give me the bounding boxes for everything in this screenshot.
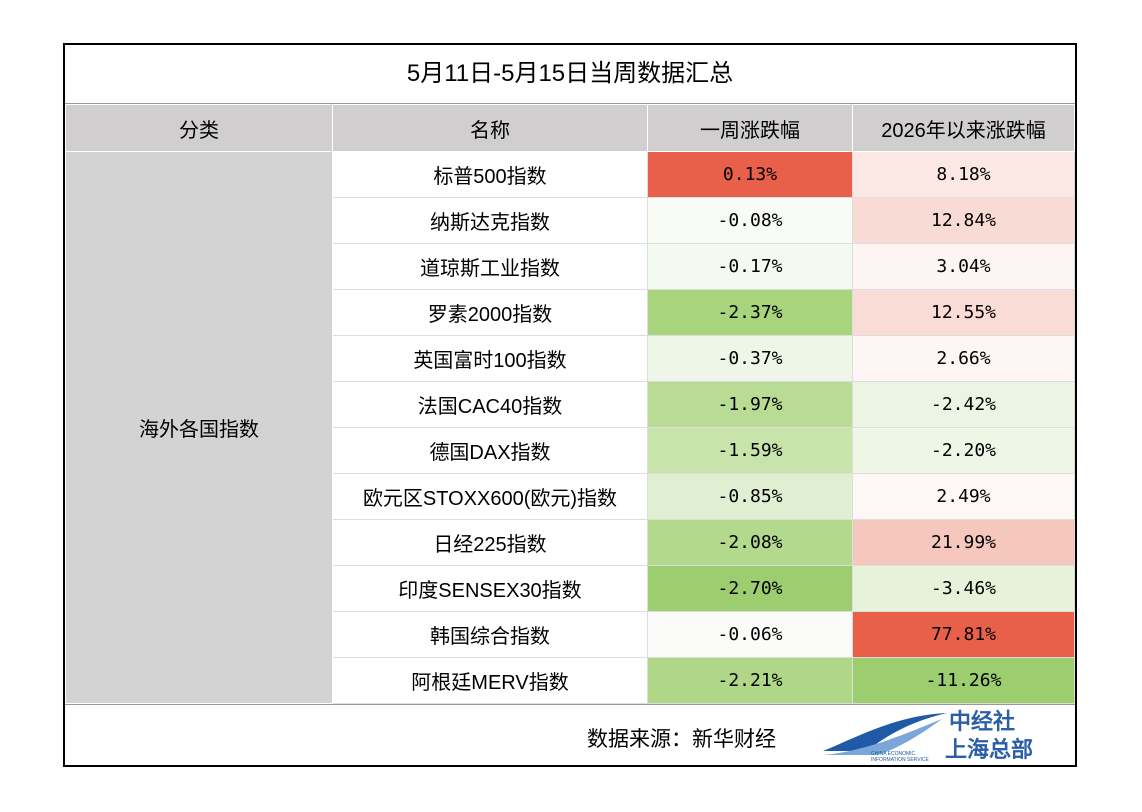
ytd-change-cell: 77.81% <box>852 611 1075 658</box>
logo-name: 中经社 <box>949 709 1015 734</box>
ytd-change-cell: 2.66% <box>852 335 1075 382</box>
table-row: 道琼斯工业指数 -0.17% 3.04% <box>66 243 1075 290</box>
ytd-change-cell: -3.46% <box>852 565 1075 612</box>
logo-english: INFORMATION SERVICE <box>871 757 930 763</box>
name-cell: 标普500指数 <box>332 151 648 198</box>
week-change-cell: -2.21% <box>647 657 853 704</box>
category-cell: 海外各国指数 <box>65 151 333 704</box>
week-change-cell: -2.37% <box>647 289 853 336</box>
table-row: 法国CAC40指数 -1.97% -2.42% <box>66 381 1075 428</box>
logo: CHINA ECONOMIC INFORMATION SERVICE 中经社 上… <box>823 709 1033 763</box>
name-cell: 道琼斯工业指数 <box>332 243 648 290</box>
logo-swoosh <box>823 713 947 751</box>
footer: 数据来源：新华财经 CHINA ECONOMIC INFORMATION SER… <box>65 704 1075 768</box>
ytd-change-cell: -2.20% <box>852 427 1075 474</box>
name-cell: 德国DAX指数 <box>332 427 648 474</box>
name-cell: 罗素2000指数 <box>332 289 648 336</box>
header-cell: 分类 <box>65 104 333 152</box>
ytd-change-cell: -11.26% <box>852 657 1075 704</box>
ytd-change-cell: 12.55% <box>852 289 1075 336</box>
logo-swoosh <box>823 719 942 755</box>
name-cell: 印度SENSEX30指数 <box>332 565 648 612</box>
name-cell: 纳斯达克指数 <box>332 197 648 244</box>
table-row: 纳斯达克指数 -0.08% 12.84% <box>66 197 1075 244</box>
ytd-change-cell: 2.49% <box>852 473 1075 520</box>
title: 5月11日-5月15日当周数据汇总 <box>65 45 1075 104</box>
table-row: 阿根廷MERV指数 -2.21% -11.26% <box>66 657 1075 704</box>
table-row: 罗素2000指数 -2.37% 12.55% <box>66 289 1075 336</box>
ytd-change-cell: -2.42% <box>852 381 1075 428</box>
name-cell: 英国富时100指数 <box>332 335 648 382</box>
data-table: 分类 名称 一周涨跌幅 2026年以来涨跌幅 海外各国指数 标普500指数 0.13% 8.… <box>65 104 1075 704</box>
ytd-change-cell: 3.04% <box>852 243 1075 290</box>
name-cell: 欧元区STOXX600(欧元)指数 <box>332 473 648 520</box>
header-cell: 一周涨跌幅 <box>647 104 853 152</box>
header-cell: 2026年以来涨跌幅 <box>852 104 1075 152</box>
ytd-change-cell: 21.99% <box>852 519 1075 566</box>
week-change-cell: -1.59% <box>647 427 853 474</box>
table-row: 英国富时100指数 -0.37% 2.66% <box>66 335 1075 382</box>
header-row: 分类 名称 一周涨跌幅 2026年以来涨跌幅 <box>65 104 1075 152</box>
table-row: 海外各国指数 标普500指数 0.13% 8.18% <box>65 151 1075 704</box>
week-change-cell: -2.08% <box>647 519 853 566</box>
name-cell: 阿根廷MERV指数 <box>332 657 648 704</box>
week-change-cell: 0.13% <box>647 151 853 198</box>
source: 数据来源：新华财经 <box>587 728 776 751</box>
header-cell: 名称 <box>332 104 648 152</box>
week-change-cell: -0.08% <box>647 197 853 244</box>
week-change-cell: -0.85% <box>647 473 853 520</box>
week-change-cell: -2.70% <box>647 565 853 612</box>
table-body: 海外各国指数 标普500指数 0.13% 8.18% 纳斯达克指数 -0.08% 12.84… <box>65 151 1075 704</box>
logo-branch: 上海总部 <box>945 737 1033 762</box>
table-row: 欧元区STOXX600(欧元)指数 -0.85% 2.49% <box>66 473 1075 520</box>
table-row: 德国DAX指数 -1.59% -2.20% <box>66 427 1075 474</box>
week-change-cell: -0.17% <box>647 243 853 290</box>
ytd-change-cell: 8.18% <box>852 151 1075 198</box>
ytd-change-cell: 12.84% <box>852 197 1075 244</box>
name-cell: 法国CAC40指数 <box>332 381 648 428</box>
table-row: 印度SENSEX30指数 -2.70% -3.46% <box>66 565 1075 612</box>
logo-english: CHINA ECONOMIC <box>871 751 916 757</box>
week-change-cell: -0.37% <box>647 335 853 382</box>
name-cell: 日经225指数 <box>332 519 648 566</box>
week-change-cell: -1.97% <box>647 381 853 428</box>
table-panel: 5月11日-5月15日当周数据汇总 分类 名称 一周涨跌幅 2026年以来涨跌幅 海外… <box>63 43 1077 767</box>
name-cell: 韩国综合指数 <box>332 611 648 658</box>
week-change-cell: -0.06% <box>647 611 853 658</box>
